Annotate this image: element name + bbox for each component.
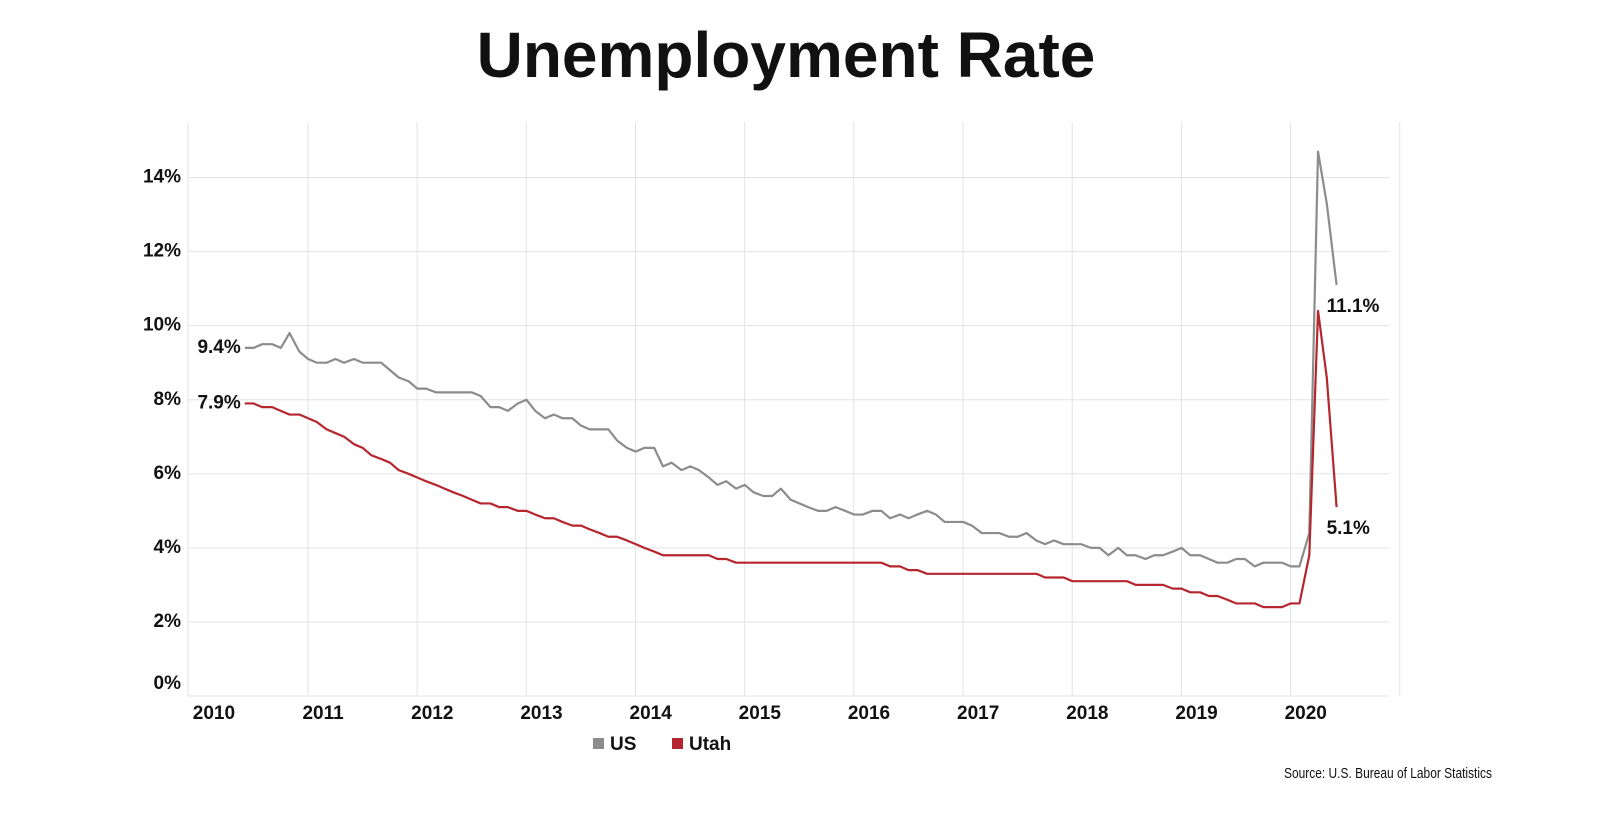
legend-swatch xyxy=(593,738,604,749)
y-tick-label: 0% xyxy=(154,673,182,694)
x-tick-label: 2017 xyxy=(957,703,999,724)
data-label: 11.1% xyxy=(1327,296,1380,317)
legend-swatch xyxy=(672,738,683,749)
y-tick-label: 6% xyxy=(154,463,182,484)
x-tick-label: 2014 xyxy=(630,703,673,724)
legend-label: US xyxy=(610,734,636,755)
y-tick-label: 2% xyxy=(154,611,182,632)
x-tick-label: 2019 xyxy=(1175,703,1217,724)
series-line xyxy=(244,150,1338,568)
grid xyxy=(187,122,1401,697)
x-tick-label: 2011 xyxy=(302,703,344,724)
y-tick-label: 12% xyxy=(143,241,181,262)
data-label: 5.1% xyxy=(1327,518,1370,539)
y-tick-label: 8% xyxy=(154,389,182,410)
series-line xyxy=(244,309,1338,609)
plot xyxy=(244,150,1338,609)
x-tick-label: 2020 xyxy=(1285,703,1327,724)
x-tick-label: 2016 xyxy=(848,703,890,724)
y-tick-label: 4% xyxy=(154,537,182,558)
legend-label: Utah xyxy=(689,734,731,755)
chart-title: Unemployment Rate xyxy=(477,19,1096,91)
x-tick-label: 2012 xyxy=(411,703,453,724)
x-tick-label: 2010 xyxy=(193,703,235,724)
data-label: 9.4% xyxy=(197,337,240,358)
x-tick-label: 2018 xyxy=(1066,703,1108,724)
data-label: 7.9% xyxy=(197,392,240,413)
y-tick-label: 10% xyxy=(143,315,181,336)
y-tick-label: 14% xyxy=(143,167,181,188)
x-tick-label: 2015 xyxy=(739,703,782,724)
source-note: Source: U.S. Bureau of Labor Statistics xyxy=(1284,765,1492,782)
x-tick-label: 2013 xyxy=(520,703,562,724)
